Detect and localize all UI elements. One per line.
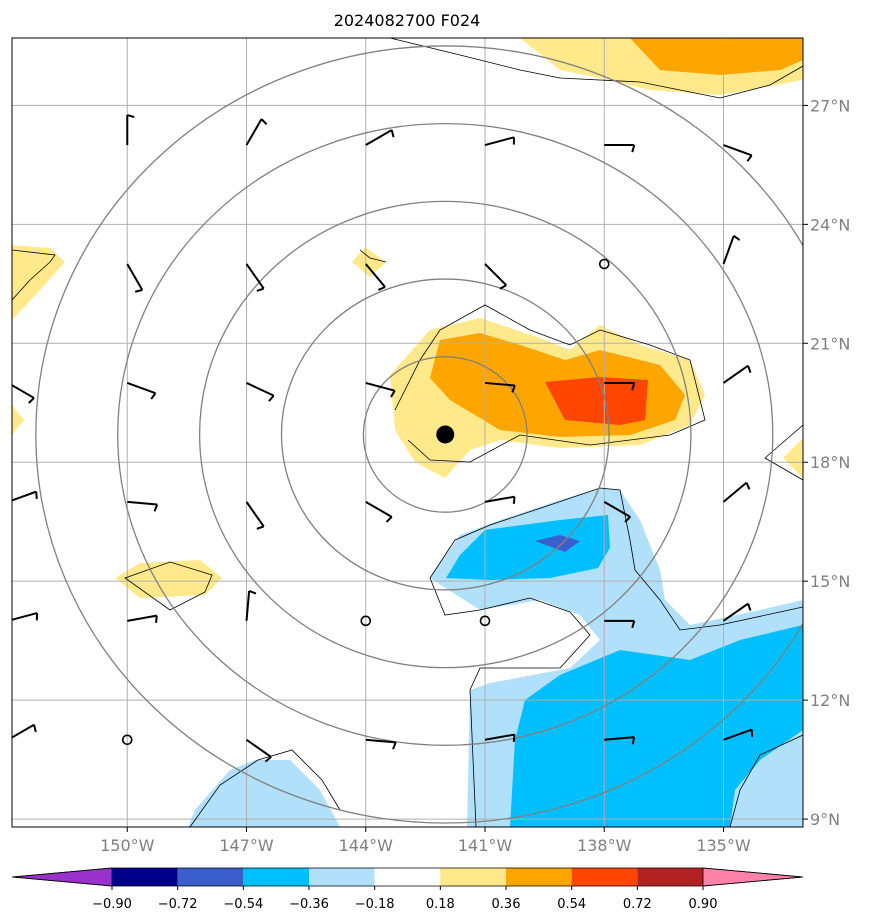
wind-barb xyxy=(722,602,752,622)
colorbar-label: −0.36 xyxy=(289,897,329,912)
colorbar-segment xyxy=(571,868,638,886)
wind-barb xyxy=(604,619,636,629)
x-tick-label: 135°W xyxy=(696,836,751,855)
colorbar-segment xyxy=(374,868,441,886)
wind-barb xyxy=(12,490,38,503)
wind-barb xyxy=(246,382,275,402)
range-ring xyxy=(198,200,692,669)
wind-barb xyxy=(484,733,516,742)
wind-barb xyxy=(126,263,144,293)
wind-barb xyxy=(723,728,754,741)
wind-barb xyxy=(484,495,516,505)
wind-barb xyxy=(12,612,39,622)
contour-lines xyxy=(12,38,803,827)
x-tick-label: 138°W xyxy=(577,836,632,855)
colorbar-label: 0.54 xyxy=(557,897,586,912)
wind-barb xyxy=(126,382,157,400)
range-ring xyxy=(362,356,528,513)
range-rings xyxy=(35,45,803,824)
wind-barb xyxy=(365,501,393,523)
colorbar-label: 0.72 xyxy=(623,897,652,912)
y-tick-label: 12°N xyxy=(810,691,850,710)
colorbar-segment xyxy=(440,868,506,886)
colorbar-segment xyxy=(506,868,572,886)
wind-barb xyxy=(365,381,396,398)
y-tick-label: 15°N xyxy=(810,572,850,591)
x-tick-label: 147°W xyxy=(219,836,274,855)
x-axis-ticks: 150°W 147°W 144°W 141°W 138°W 135°W xyxy=(100,827,751,855)
colorbar-segment xyxy=(112,868,178,886)
wind-barb xyxy=(484,381,516,393)
calm-wind-marker xyxy=(360,615,372,627)
y-tick-label: 24°N xyxy=(810,215,850,234)
wind-barb xyxy=(722,481,751,503)
wind-barb xyxy=(604,381,636,391)
y-tick-label: 9°N xyxy=(810,810,840,829)
range-ring xyxy=(35,45,803,824)
wind-barb xyxy=(0,128,10,145)
y-tick-label: 27°N xyxy=(810,96,850,115)
wind-barb xyxy=(604,144,636,153)
storm-center-marker xyxy=(436,425,455,444)
colorbar-label: 0.90 xyxy=(689,897,718,912)
calm-wind-marker xyxy=(121,734,133,746)
y-tick-label: 21°N xyxy=(810,334,850,353)
range-ring xyxy=(117,122,774,746)
map-plot-area xyxy=(0,38,803,827)
colorbar-label: −0.54 xyxy=(223,897,263,912)
colorbar-extend-low xyxy=(11,867,113,887)
colorbar: −0.90 −0.72 −0.54 −0.36 −0.18 0.18 0.36 0.54 0.7… xyxy=(11,867,804,912)
wind-barb xyxy=(245,590,257,621)
colorbar-label: 0.18 xyxy=(426,897,455,912)
range-ring xyxy=(280,278,610,591)
wind-barb xyxy=(723,144,753,162)
calm-markers xyxy=(121,258,610,746)
x-tick-label: 150°W xyxy=(100,836,155,855)
colorbar-segment xyxy=(637,868,703,886)
y-tick-label: 18°N xyxy=(810,453,850,472)
x-tick-label: 141°W xyxy=(458,836,513,855)
wind-barb xyxy=(245,263,265,292)
wind-barbs xyxy=(0,114,754,763)
wind-barb xyxy=(245,118,268,146)
wind-barb xyxy=(722,364,752,384)
colorbar-segment xyxy=(309,868,375,886)
wind-barb xyxy=(365,129,395,146)
wind-barb xyxy=(484,136,515,147)
calm-wind-marker xyxy=(479,615,491,627)
x-tick-label: 144°W xyxy=(339,836,394,855)
wind-barb xyxy=(127,614,158,623)
chart-title: 2024082700 F024 xyxy=(334,11,481,30)
calm-wind-marker xyxy=(598,258,610,270)
wind-barb xyxy=(245,738,272,763)
colorbar-label: 0.36 xyxy=(492,897,521,912)
wind-barb xyxy=(722,234,741,265)
wind-barb xyxy=(364,263,386,291)
colorbar-label: −0.72 xyxy=(158,897,198,912)
negative-anomaly-contours xyxy=(188,488,803,827)
colorbar-segment xyxy=(243,868,309,886)
y-axis-ticks: 27°N 24°N 21°N 18°N 15°N 12°N 9°N xyxy=(803,96,850,829)
colorbar-label: −0.90 xyxy=(92,897,132,912)
colorbar-extend-high xyxy=(702,867,804,887)
wind-barb xyxy=(245,501,265,530)
wind-barb xyxy=(603,501,631,523)
wind-barb xyxy=(365,738,397,750)
wind-barb xyxy=(127,500,159,512)
wind-barb xyxy=(126,114,135,146)
plot-frame xyxy=(11,37,804,828)
wind-barb xyxy=(484,263,507,290)
colorbar-label: −0.18 xyxy=(355,897,395,912)
wind-barb xyxy=(604,736,636,745)
colorbar-segment xyxy=(177,868,244,886)
